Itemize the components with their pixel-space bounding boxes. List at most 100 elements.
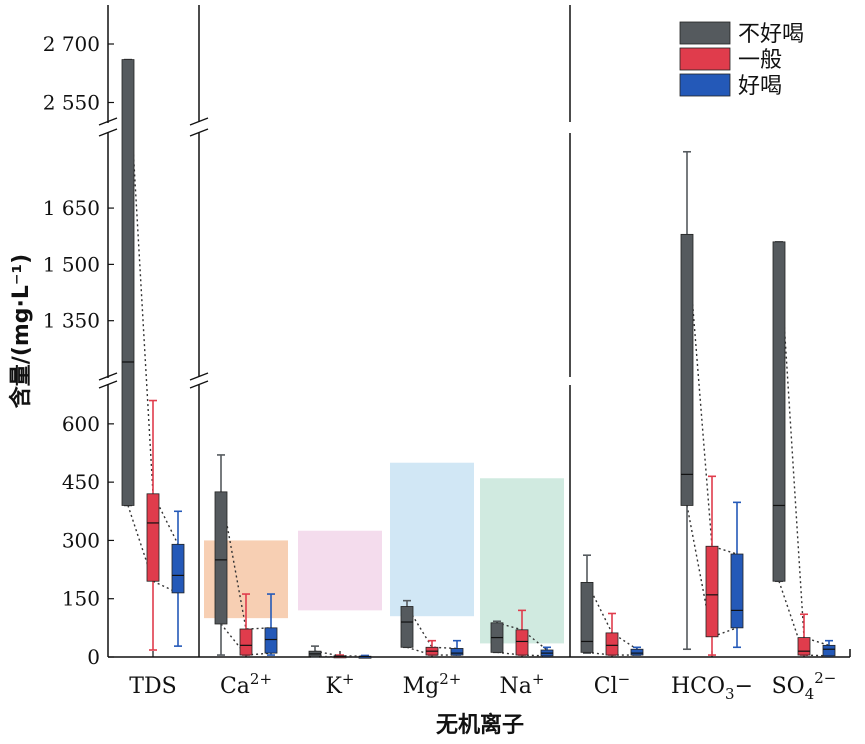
category-label-na: Na+ — [500, 670, 545, 699]
legend-label-1: 一般 — [738, 48, 782, 73]
box-body — [797, 637, 811, 656]
box-body — [772, 241, 786, 582]
axis-break-gap — [104, 378, 112, 384]
label-base: Ca — [220, 674, 250, 699]
box-不好喝-SO — [772, 241, 786, 583]
box-不好喝-TDS — [121, 58, 135, 507]
category-label-cl: Cl− — [594, 670, 630, 699]
trend-line-lower — [220, 623, 272, 656]
y-tick-label: 2 550 — [43, 91, 100, 115]
category-label-mg: Mg2+ — [403, 670, 462, 699]
box-不好喝-Mg — [400, 599, 414, 649]
box-body — [822, 644, 836, 657]
y-tick-label: 1 350 — [43, 309, 100, 333]
legend-swatch-1 — [679, 47, 731, 71]
trend-line-lower — [127, 505, 179, 594]
box-好喝-Na — [540, 646, 554, 657]
box-body — [214, 491, 228, 625]
category-label-hco: HCO3− — [671, 674, 753, 703]
box-好喝-TDS — [171, 510, 185, 647]
box-好喝-Ca — [264, 593, 278, 656]
label-sup: 2+ — [439, 670, 461, 688]
box-一般-Mg — [425, 639, 439, 656]
category-label-k: K+ — [325, 670, 354, 699]
axis-break-mark — [98, 117, 118, 126]
y-tick-label: 150 — [62, 587, 100, 611]
axis-break-gap — [104, 123, 112, 132]
axis-break-mark — [189, 380, 209, 389]
box-body — [450, 648, 464, 656]
box-body — [730, 553, 744, 629]
label-base: Cl — [594, 674, 618, 699]
box-一般-Ca — [239, 593, 253, 656]
axis-labels: 2 550 2 700 1 350 1 500 1 650 0 150 300 450 600 TD… — [8, 32, 836, 738]
category-label-ca: Ca2+ — [220, 670, 272, 699]
y-tick-label: 1 650 — [43, 196, 100, 220]
box-body — [400, 606, 414, 648]
axis-break-mark — [189, 117, 209, 126]
label-sup: − — [618, 670, 631, 688]
box-一般-Cl — [605, 612, 619, 656]
legend-swatch-2 — [679, 73, 731, 97]
category-label-tds: TDS — [129, 674, 176, 699]
y-tick-label: 600 — [62, 412, 100, 436]
axis-break-mark — [98, 372, 118, 381]
axis-break-gap — [195, 123, 203, 132]
y-tick-label: 2 700 — [43, 32, 100, 56]
box-body — [171, 543, 185, 594]
box-好喝-K — [358, 654, 372, 659]
label-base: Mg — [403, 674, 440, 699]
box-不好喝-Cl — [580, 554, 594, 654]
shaded-range-mg — [390, 462, 474, 617]
label-sup: + — [342, 670, 355, 688]
box-body — [705, 545, 719, 638]
trend-line-upper — [406, 606, 458, 650]
y-tick-label: 0 — [87, 645, 100, 669]
label-sup: 2+ — [250, 670, 272, 688]
y-tick-label: 1 500 — [43, 252, 100, 276]
box-plots — [121, 58, 836, 659]
x-axis-title: 无机离子 — [436, 712, 524, 738]
trend-line-lower — [686, 505, 738, 638]
box-不好喝-K — [308, 645, 322, 658]
label-sup: 2− — [814, 669, 836, 687]
shaded-range-k — [298, 530, 382, 611]
box-好喝-SO — [822, 639, 836, 657]
box-不好喝-Na — [490, 620, 504, 654]
box-body — [515, 629, 529, 656]
box-body — [239, 628, 253, 656]
box-body — [605, 632, 619, 656]
box-body — [580, 581, 594, 653]
axis-break-mark — [189, 128, 209, 137]
y-tick-label: 450 — [62, 470, 100, 494]
trend-line-upper — [686, 234, 738, 555]
label-base: SO — [772, 674, 805, 699]
trend-line-upper — [220, 491, 272, 630]
label-base: K — [325, 674, 342, 699]
axis-break-mark — [98, 380, 118, 389]
box-不好喝-Ca — [214, 454, 228, 656]
box-body — [680, 233, 694, 506]
box-body — [146, 493, 160, 582]
trend-line-lower — [778, 581, 830, 657]
box-body — [630, 648, 644, 656]
box-一般-TDS — [146, 399, 160, 651]
label-post: − — [735, 674, 753, 699]
axis-break-gap — [195, 378, 203, 384]
box-好喝-Mg — [450, 639, 464, 656]
label-base: TDS — [129, 674, 176, 699]
box-好喝-HCO — [730, 501, 744, 649]
y-tick-label: 300 — [62, 528, 100, 552]
box-一般-SO — [797, 613, 811, 656]
label-sub: 3 — [725, 685, 735, 703]
y-axis-title: 含量/(mg·L⁻¹) — [8, 254, 34, 408]
label-sub: 4 — [805, 685, 815, 703]
trend-line-upper — [778, 241, 830, 647]
shaded-reference-ranges — [204, 462, 564, 644]
label-base: HCO — [671, 674, 725, 699]
axis-break-mark — [189, 372, 209, 381]
category-label-so: SO42− — [772, 669, 837, 703]
legend-label-0: 不好喝 — [738, 22, 804, 47]
legend-swatch-0 — [679, 21, 731, 45]
